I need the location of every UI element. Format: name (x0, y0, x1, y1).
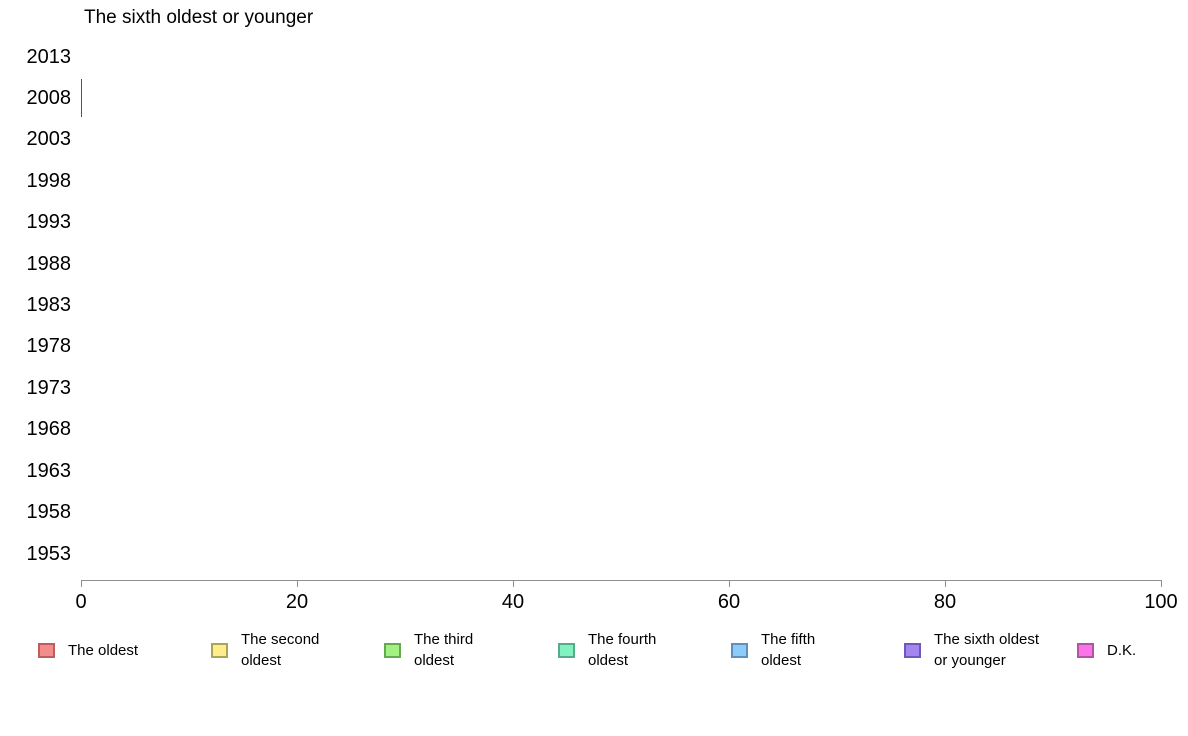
x-axis-tick (297, 580, 298, 587)
y-axis-label: 1958 (26, 501, 72, 524)
y-axis-label: 2013 (26, 45, 72, 68)
x-axis-tick (729, 580, 730, 587)
y-axis-label: 1988 (26, 252, 72, 275)
y-axis-label: 1963 (26, 459, 72, 482)
legend-item: The oldest (38, 630, 138, 670)
x-axis-tick-label: 20 (285, 591, 309, 613)
x-axis-tick-label: 80 (933, 591, 957, 613)
bar-2008 (81, 78, 82, 117)
legend-label: The fifth oldest (761, 631, 816, 669)
y-axis-label: 1998 (26, 169, 72, 192)
x-axis-tick (945, 580, 946, 587)
legend-swatch-icon (384, 642, 401, 658)
y-axis-label: 1993 (26, 211, 72, 234)
y-axis-label: 1978 (26, 335, 72, 358)
y-axis-label: 2003 (26, 128, 72, 151)
legend-swatch-icon (1077, 642, 1094, 658)
legend-swatch-icon (211, 642, 228, 658)
legend-item: D.K. (1077, 630, 1136, 670)
legend-swatch-icon (558, 642, 575, 658)
y-axis-label: 1983 (26, 294, 72, 317)
x-axis-tick-label: 40 (501, 591, 525, 613)
x-axis-tick (1161, 580, 1162, 587)
x-axis-tick-label: 0 (75, 591, 87, 613)
legend-swatch-icon (904, 642, 921, 658)
legend-label: The third oldest (414, 631, 474, 669)
y-axis-label: 1968 (26, 418, 72, 441)
legend-label: The fourth oldest (588, 631, 657, 669)
legend-item: The fourth oldest (558, 630, 672, 670)
x-axis-tick (81, 580, 82, 587)
x-axis-tick-label: 60 (717, 591, 741, 613)
y-axis-label: 2008 (26, 86, 72, 109)
legend-swatch-icon (731, 642, 748, 658)
legend-item: The third oldest (384, 630, 498, 670)
legend-label: D.K. (1107, 641, 1137, 659)
x-axis-tick-label: 100 (1144, 591, 1178, 613)
x-axis-line (81, 580, 1162, 581)
legend-item: The sixth oldest or younger (904, 630, 1052, 670)
y-axis-label: 1953 (26, 542, 72, 565)
legend-item: The fifth oldest (731, 630, 845, 670)
legend-label: The sixth oldest or younger (934, 631, 1040, 669)
legend-swatch-icon (38, 642, 55, 658)
legend-label: The oldest (68, 641, 139, 659)
x-axis-tick (513, 580, 514, 587)
y-axis-label: 1973 (26, 376, 72, 399)
legend-label: The second oldest (241, 631, 320, 669)
legend-item: The second oldest (211, 630, 325, 670)
chart-title: The sixth oldest or younger (84, 7, 314, 28)
